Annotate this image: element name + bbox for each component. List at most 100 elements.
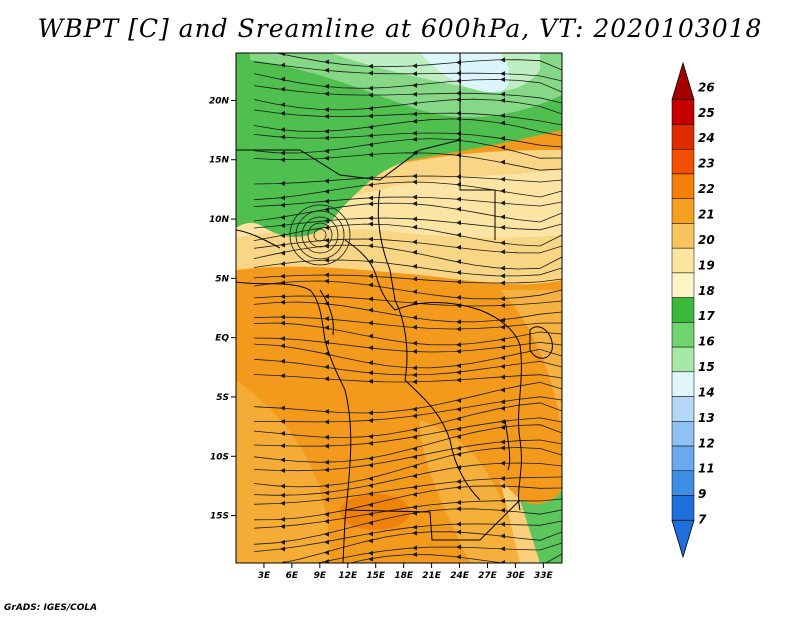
streamline-arrow [500,159,505,165]
coastline-gabon [319,289,334,336]
streamline-arrow [456,377,461,383]
lon-tick-label: 9E [314,571,327,581]
temperature-band-se [420,420,520,563]
colorbar-bottom-arrow [671,519,695,559]
streamline [348,553,562,563]
streamline-arrow [280,343,285,349]
streamline-arrow [368,215,373,221]
streamline-arrow [324,316,329,322]
streamline-arrow [324,135,329,141]
lon-tick-label: 3E [258,571,271,581]
streamline-arrow [280,233,285,239]
streamline-arrow [280,273,285,279]
streamline-arrow [324,443,329,449]
streamline-arrow [280,483,285,489]
streamline-arrow [280,492,285,498]
streamline-arrow [324,237,329,243]
map-frame [235,52,563,564]
streamline-arrow [324,351,329,357]
streamline-arrow [368,258,373,264]
streamline-arrow [324,107,329,113]
colorbar-label: 24 [698,131,715,145]
streamline-arrow [368,307,373,313]
streamline-arrow [324,490,329,496]
streamline-arrow [500,560,505,563]
border-chad-car [377,189,408,381]
streamline-arrow [324,497,329,503]
colorbar-label: 12 [698,436,715,450]
streamline-arrow [368,221,373,227]
colorbar-segment [671,495,695,521]
streamline [253,217,562,231]
streamline-arrow [412,545,417,551]
streamline-arrow [280,467,285,473]
streamline [253,85,562,104]
streamline-arrow [368,124,373,130]
streamline-arrow [412,379,417,385]
streamline-arrow [500,521,505,527]
temperature-core [340,494,410,530]
streamline-arrow [456,465,461,471]
streamline [253,476,562,505]
streamline-arrow [456,342,461,348]
map-panel [236,53,562,563]
streamline-arrow [412,201,417,207]
streamline-arrow [412,524,417,530]
streamline [253,202,562,223]
streamline-arrow [280,560,285,563]
streamline-arrow [412,454,417,460]
streamline-arrow [500,324,505,330]
streamline-arrow [500,77,505,83]
streamline-arrow [500,120,505,126]
streamline-arrow [280,110,285,116]
streamline-arrow [500,439,505,445]
lon-tick-label: 12E [338,571,358,581]
streamline [253,132,562,148]
streamline-arrow [280,102,285,108]
streamline-arrow [280,202,285,208]
colorbar-label: 14 [698,385,715,399]
temperature-band-cyan [420,53,510,93]
streamline-arrow [500,97,505,103]
streamline-arrow [368,320,373,326]
streamline-arrow [280,150,285,156]
streamline-arrow [500,405,505,411]
streamline-arrow [412,504,417,510]
streamline [253,301,562,323]
streamline [253,337,562,353]
streamline-arrow [280,127,285,133]
streamline-arrow [412,446,417,452]
streamline-arrow [280,76,285,82]
streamline-arrow [500,498,505,504]
streamline-arrow [324,559,329,563]
streamline-arrow [324,483,329,489]
streamline-arrow [368,378,373,384]
lat-tick-label: 10S [210,452,229,462]
streamline-arrow [368,195,373,201]
colorbar-label: 21 [698,207,715,221]
streamline-arrow [412,82,417,88]
streamline-arrow [324,148,329,154]
streamline-arrow [412,111,417,117]
streamline [253,73,562,93]
lat-tick-label: 20N [209,96,230,106]
streamline-arrow [280,373,285,379]
streamline-arrow [412,63,417,69]
colorbar-segment [671,445,695,472]
streamline [253,498,562,529]
streamline-arrow [412,130,417,136]
streamline-arrow [280,516,285,522]
country-borders [236,53,553,563]
streamline-arrow [412,492,417,498]
streamline-arrow [280,261,285,267]
streamline-arrow [324,257,329,263]
streamline-arrow [500,135,505,141]
streamline-arrow [412,118,417,124]
streamline-arrow [500,364,505,370]
streamline-arrow [280,86,285,92]
streamline-arrow [368,273,373,279]
colorbar-segment [671,322,695,348]
streamline-arrow [500,71,505,77]
colorbar-label: 18 [698,284,715,298]
streamline-arrow [324,83,329,89]
